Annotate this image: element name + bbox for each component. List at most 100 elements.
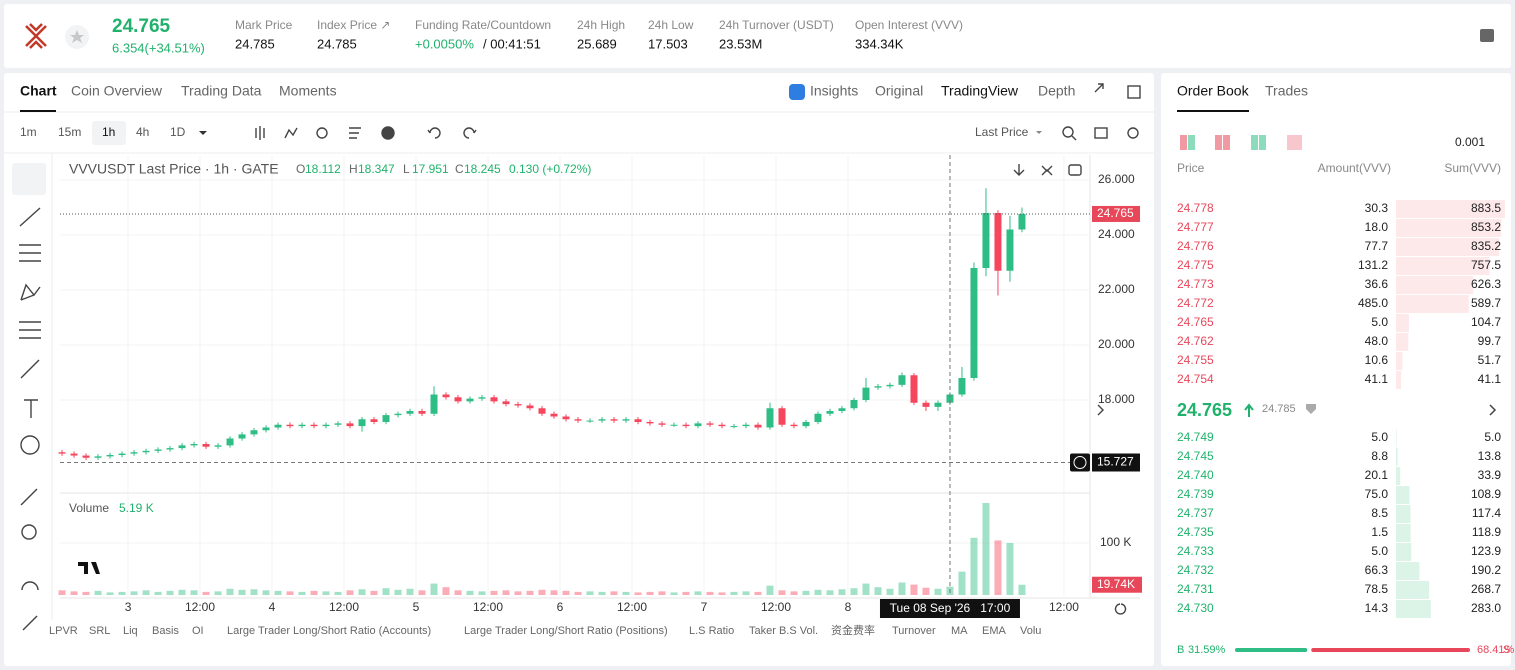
- ob-layout-icon[interactable]: [1215, 135, 1222, 150]
- view-tab[interactable]: TradingView: [941, 83, 1019, 99]
- ob-price: 24.777: [1177, 220, 1214, 234]
- x-tick-label: 12:00: [617, 600, 647, 614]
- tab[interactable]: Coin Overview: [71, 83, 163, 99]
- buy-bar: [1235, 648, 1308, 652]
- ob-tab[interactable]: Trades: [1265, 83, 1308, 99]
- interval[interactable]: 1h: [102, 125, 115, 139]
- interval[interactable]: 15m: [58, 125, 81, 139]
- volume-bar: [766, 585, 774, 595]
- volume-bar: [730, 591, 738, 595]
- candle-body: [514, 404, 522, 406]
- ob-sum: 108.9: [1471, 487, 1501, 501]
- volume-bar: [934, 588, 942, 595]
- ohlc-key: L: [403, 162, 410, 176]
- candle-body: [718, 424, 726, 427]
- indicator-tab[interactable]: Turnover: [892, 625, 936, 637]
- volume-bar: [910, 584, 918, 595]
- tab[interactable]: Trading Data: [181, 83, 262, 99]
- x-tick-label: 7: [701, 600, 708, 614]
- ob-layout-icon[interactable]: [1287, 135, 1302, 150]
- indicator-tab[interactable]: Large Trader Long/Short Ratio (Positions…: [464, 625, 668, 637]
- candle-body: [802, 421, 810, 427]
- ob-amount: 75.0: [1365, 487, 1389, 501]
- volume-bar: [490, 590, 498, 595]
- depth-bar: [1396, 562, 1420, 580]
- ob-layout-icon[interactable]: [1188, 135, 1195, 150]
- interval[interactable]: 1m: [20, 125, 37, 139]
- volume-bar: [706, 591, 714, 595]
- indicator-tab[interactable]: Liq: [123, 625, 138, 637]
- ob-price: 24.739: [1177, 487, 1214, 501]
- ob-price: 24.765: [1177, 315, 1214, 329]
- depth-bar: [1396, 257, 1490, 275]
- depth-bar: [1396, 543, 1412, 561]
- tab[interactable]: Moments: [279, 83, 337, 99]
- candle-body: [790, 424, 798, 427]
- indicator-tab[interactable]: SRL: [89, 625, 110, 637]
- indicator-tab[interactable]: Volu: [1020, 625, 1041, 637]
- indicator-tab[interactable]: LPVR: [49, 625, 78, 637]
- indicator-tab[interactable]: Basis: [152, 625, 179, 637]
- ob-sum: 835.2: [1471, 239, 1501, 253]
- ob-precision[interactable]: 0.001: [1455, 135, 1485, 149]
- ob-layout-icon[interactable]: [1259, 135, 1266, 150]
- volume-bar: [850, 588, 858, 595]
- tool-selected[interactable]: [12, 163, 46, 195]
- candle-body: [178, 445, 186, 449]
- candle-body: [346, 423, 354, 427]
- ob-tab[interactable]: Order Book: [1177, 83, 1250, 99]
- candle-body: [478, 397, 486, 399]
- indicator-tab[interactable]: L.S Ratio: [689, 625, 734, 637]
- ob-layout-icon[interactable]: [1180, 135, 1187, 150]
- ai-icon: [789, 84, 805, 100]
- ob-layout-icon[interactable]: [1223, 135, 1230, 150]
- interval[interactable]: 4h: [136, 125, 149, 139]
- chevron[interactable]: [1489, 404, 1497, 416]
- ob-layout-icon[interactable]: [1251, 135, 1258, 150]
- candle-body: [814, 413, 822, 422]
- indicator-tab[interactable]: Taker B.S Vol.: [749, 625, 818, 637]
- volume-bar: [418, 590, 426, 595]
- candle-body: [742, 424, 750, 427]
- depth-bar: [1396, 352, 1403, 370]
- indicator-tab[interactable]: EMA: [982, 625, 1007, 637]
- indicator-tab[interactable]: 资金费率: [831, 623, 875, 637]
- ob-col: Sum(VVV): [1444, 161, 1501, 175]
- indicator-tab[interactable]: Large Trader Long/Short Ratio (Accounts): [227, 625, 431, 637]
- indicator-tab[interactable]: OI: [192, 625, 204, 637]
- view-tab[interactable]: Insights: [810, 83, 858, 99]
- candle-body: [658, 423, 666, 425]
- interval[interactable]: 1D: [170, 125, 186, 139]
- stat-value: 24.785: [235, 36, 275, 51]
- volume-bar: [202, 591, 210, 595]
- volume-bar: [370, 590, 378, 595]
- depth-bar: [1396, 219, 1502, 237]
- ob-amount: 78.5: [1365, 582, 1389, 596]
- candle-body: [766, 408, 774, 428]
- depth-bar: [1396, 429, 1397, 447]
- volume-bar: [226, 588, 234, 595]
- candle-body: [970, 267, 978, 378]
- ob-price: 24.749: [1177, 430, 1214, 444]
- view-tab[interactable]: Original: [875, 83, 923, 99]
- price-type[interactable]: Last Price: [975, 125, 1029, 139]
- depth-bar: [1396, 486, 1410, 504]
- stat-label: Open Interest (VVV): [855, 18, 963, 32]
- volume-bar: [430, 583, 438, 595]
- ob-sum: 13.8: [1478, 449, 1502, 463]
- interval-selected: [92, 121, 126, 145]
- stat-value: 23.53M: [719, 36, 762, 51]
- x-tick-label: 5: [413, 600, 420, 614]
- ob-amount: 30.3: [1365, 201, 1389, 215]
- volume-bar: [754, 591, 762, 595]
- view-tab[interactable]: Depth: [1038, 83, 1075, 99]
- y-tick-label: 26.000: [1098, 172, 1135, 186]
- ob-sum: 757.5: [1471, 258, 1501, 272]
- indicator-tab[interactable]: MA: [951, 625, 968, 637]
- candle-body: [562, 416, 570, 420]
- tab[interactable]: Chart: [20, 83, 57, 99]
- ob-price: 24.776: [1177, 239, 1214, 253]
- candle-body: [778, 408, 786, 425]
- header-icon[interactable]: [1480, 29, 1494, 42]
- crosshair-plus[interactable]: [1073, 456, 1087, 470]
